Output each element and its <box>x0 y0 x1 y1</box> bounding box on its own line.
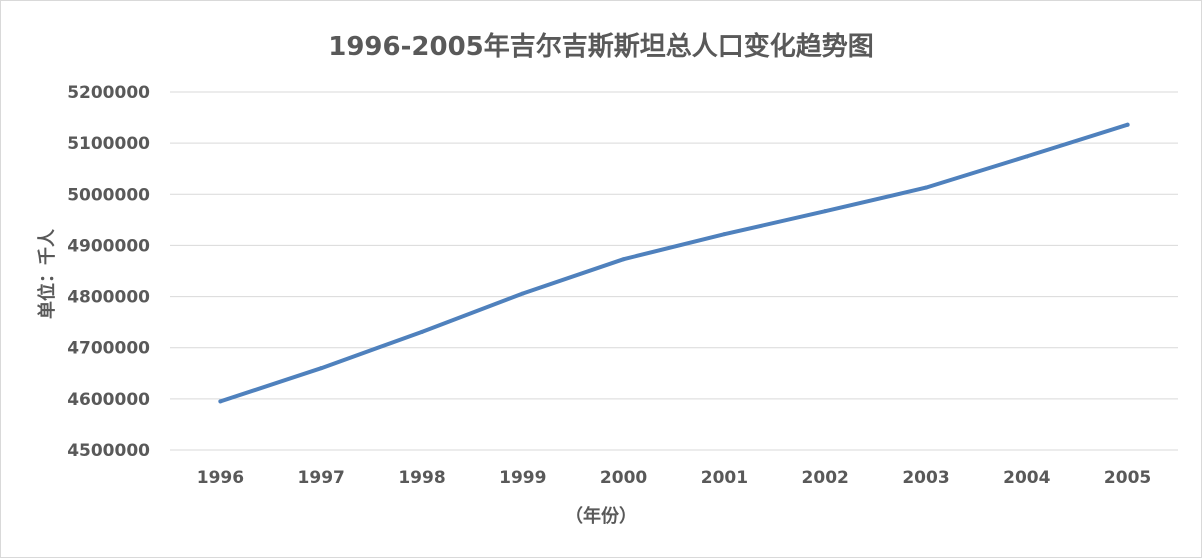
y-tick-label: 5100000 <box>67 134 150 154</box>
data-point <box>621 257 626 262</box>
y-tick-label: 4600000 <box>67 390 150 410</box>
y-axis-ticks: 4500000 4600000 4700000 4800000 4900000 50000… <box>67 83 150 461</box>
data-point <box>520 291 525 296</box>
x-tick-label: 2001 <box>701 468 748 488</box>
y-tick-label: 4900000 <box>67 236 150 256</box>
x-tick-label: 1996 <box>197 468 244 488</box>
y-axis-label: 单位：千人 <box>37 229 58 319</box>
y-tick-label: 4500000 <box>67 441 150 461</box>
data-point <box>722 232 727 237</box>
x-tick-label: 1997 <box>298 468 345 488</box>
data-point <box>1024 154 1029 159</box>
x-tick-label: 2002 <box>802 468 849 488</box>
data-point <box>924 185 928 190</box>
data-point <box>823 209 828 214</box>
y-tick-label: 5200000 <box>67 83 150 103</box>
data-point <box>1125 122 1130 127</box>
x-tick-label: 1999 <box>499 468 546 488</box>
x-axis-label: （年份） <box>565 506 637 527</box>
y-tick-label: 4800000 <box>67 288 150 308</box>
x-tick-label: 2004 <box>1003 468 1050 488</box>
series-line <box>218 122 1130 404</box>
data-point <box>218 399 223 404</box>
gridlines <box>170 91 1178 451</box>
x-tick-label: 2005 <box>1104 468 1151 488</box>
x-tick-label: 2000 <box>600 468 647 488</box>
y-tick-label: 5000000 <box>67 185 150 205</box>
x-axis-ticks: 1996 1997 1998 1999 2000 2001 2002 2003 2004 2005 <box>197 468 1152 488</box>
x-tick-label: 2003 <box>902 468 949 488</box>
data-point <box>319 366 324 371</box>
x-tick-label: 1998 <box>398 468 445 488</box>
y-tick-label: 4700000 <box>67 339 150 359</box>
data-point <box>420 329 424 334</box>
chart-title: 1996-2005年吉尔吉斯斯坦总人口变化趋势图 <box>328 32 874 62</box>
series-layer <box>218 122 1130 404</box>
